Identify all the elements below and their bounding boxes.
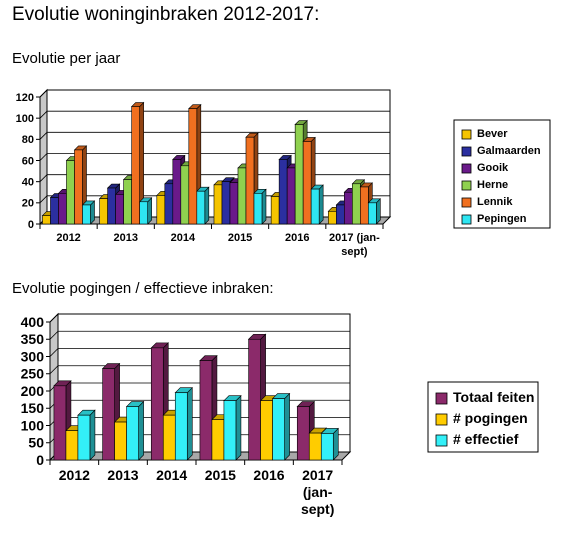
- bar--effectief-2014: [174, 392, 188, 461]
- x-tick-label: (jan-: [303, 484, 333, 500]
- legend-swatch: [461, 129, 472, 140]
- legend-label: Pepingen: [477, 213, 527, 225]
- legend-label: Totaal feiten: [453, 389, 534, 405]
- bar-totaal-feiten-2012: [53, 385, 67, 461]
- bar-pepingen-2017: [368, 202, 377, 225]
- y-tick-label: 120: [16, 92, 34, 104]
- x-tick-label: 2014: [171, 232, 196, 244]
- bar--pogingen-2014: [162, 414, 176, 461]
- page-title: Evolutie woninginbraken 2012-2017:: [12, 4, 320, 25]
- y-tick-label: 40: [22, 177, 34, 189]
- y-tick-label: 200: [21, 383, 45, 399]
- y-tick-label: 50: [28, 435, 44, 451]
- legend-label: Herne: [477, 179, 508, 191]
- gridline: [39, 153, 390, 161]
- bar--pogingen-2017: [308, 432, 322, 461]
- x-tick-label: 2015: [228, 232, 252, 244]
- legend-label: Galmaarden: [477, 145, 541, 157]
- bar-lennik-2015: [245, 136, 255, 225]
- y-tick-label: 300: [21, 348, 45, 364]
- x-tick-label: sept): [341, 246, 368, 258]
- x-tick-label: sept): [301, 501, 334, 517]
- gridline: [39, 89, 390, 98]
- y-tick-label: 80: [22, 134, 34, 146]
- x-tick-label: 2012: [56, 232, 80, 244]
- legend-swatch: [461, 163, 472, 174]
- gridline: [49, 313, 350, 323]
- bar-pepingen-2012: [82, 204, 91, 225]
- bar-pepingen-2016: [310, 188, 320, 225]
- bar-lennik-2014: [188, 108, 198, 225]
- legend-label: # effectief: [453, 431, 519, 447]
- y-tick-label: 0: [36, 452, 44, 468]
- y-tick-label: 60: [22, 155, 34, 167]
- bar--pogingen-2013: [114, 421, 127, 461]
- x-tick-label: 2016: [285, 232, 309, 244]
- gridline: [49, 330, 350, 340]
- legend-label: Lennik: [477, 196, 513, 208]
- bar-pepingen-2013: [139, 201, 148, 225]
- bar-side: [284, 392, 290, 461]
- bar--effectief-2015: [223, 400, 237, 461]
- bar-totaal-feiten-2016: [248, 338, 261, 461]
- legend-swatch: [435, 392, 448, 405]
- legend-label: Bever: [477, 128, 508, 140]
- chart-2-title: Evolutie pogingen / effectieve inbraken:: [12, 280, 274, 297]
- bar--effectief-2013: [126, 406, 139, 461]
- bar-side: [138, 400, 144, 461]
- bar-totaal-feiten-2017: [296, 406, 310, 461]
- bar-side: [332, 427, 339, 461]
- y-tick-label: 150: [21, 400, 45, 416]
- gridline: [39, 131, 390, 140]
- bar--effectief-2016: [272, 398, 285, 461]
- y-tick-label: 100: [16, 113, 34, 125]
- legend-label: # pogingen: [453, 410, 528, 426]
- bar-lennik-2016: [302, 141, 312, 225]
- x-tick-label: 2017: [302, 467, 333, 483]
- x-tick-label: 2016: [253, 467, 284, 483]
- chart-1-title: Evolutie per jaar: [12, 50, 121, 67]
- legend-swatch: [435, 434, 448, 447]
- bar-pepingen-2015: [253, 193, 263, 225]
- bar-totaal-feiten-2015: [199, 360, 213, 461]
- x-tick-label: 2013: [107, 467, 138, 483]
- legend-swatch: [461, 197, 472, 208]
- bar-side: [89, 409, 96, 461]
- bar--pogingen-2016: [260, 400, 273, 461]
- x-tick-label: 2014: [156, 467, 187, 483]
- bar--pogingen-2015: [211, 419, 225, 461]
- bar-side: [186, 387, 193, 461]
- legend-swatch: [461, 214, 472, 225]
- bar-totaal-feiten-2014: [150, 347, 164, 461]
- bar-side: [235, 394, 242, 461]
- bar--pogingen-2012: [65, 430, 79, 461]
- bar--effectief-2012: [77, 414, 91, 461]
- gridline: [39, 174, 390, 182]
- x-tick-label: 2015: [205, 467, 236, 483]
- legend-swatch: [461, 146, 472, 157]
- y-tick-label: 0: [28, 219, 34, 231]
- legend-swatch: [435, 413, 448, 426]
- gridline: [39, 110, 390, 119]
- bar-totaal-feiten-2013: [102, 368, 115, 461]
- legend-label: Gooik: [477, 162, 509, 174]
- bar-pepingen-2014: [196, 190, 206, 225]
- legend-swatch: [461, 180, 472, 191]
- y-tick-label: 400: [21, 314, 45, 330]
- x-tick-label: 2017 (jan-: [329, 232, 380, 244]
- y-tick-label: 350: [21, 331, 45, 347]
- x-tick-label: 2013: [114, 232, 138, 244]
- bar-lennik-2013: [131, 106, 140, 225]
- bar--effectief-2017: [320, 433, 334, 461]
- y-tick-label: 100: [21, 417, 45, 433]
- y-tick-label: 20: [22, 198, 34, 210]
- y-tick-label: 250: [21, 366, 45, 382]
- x-tick-label: 2012: [59, 467, 90, 483]
- bar-lennik-2012: [74, 149, 83, 225]
